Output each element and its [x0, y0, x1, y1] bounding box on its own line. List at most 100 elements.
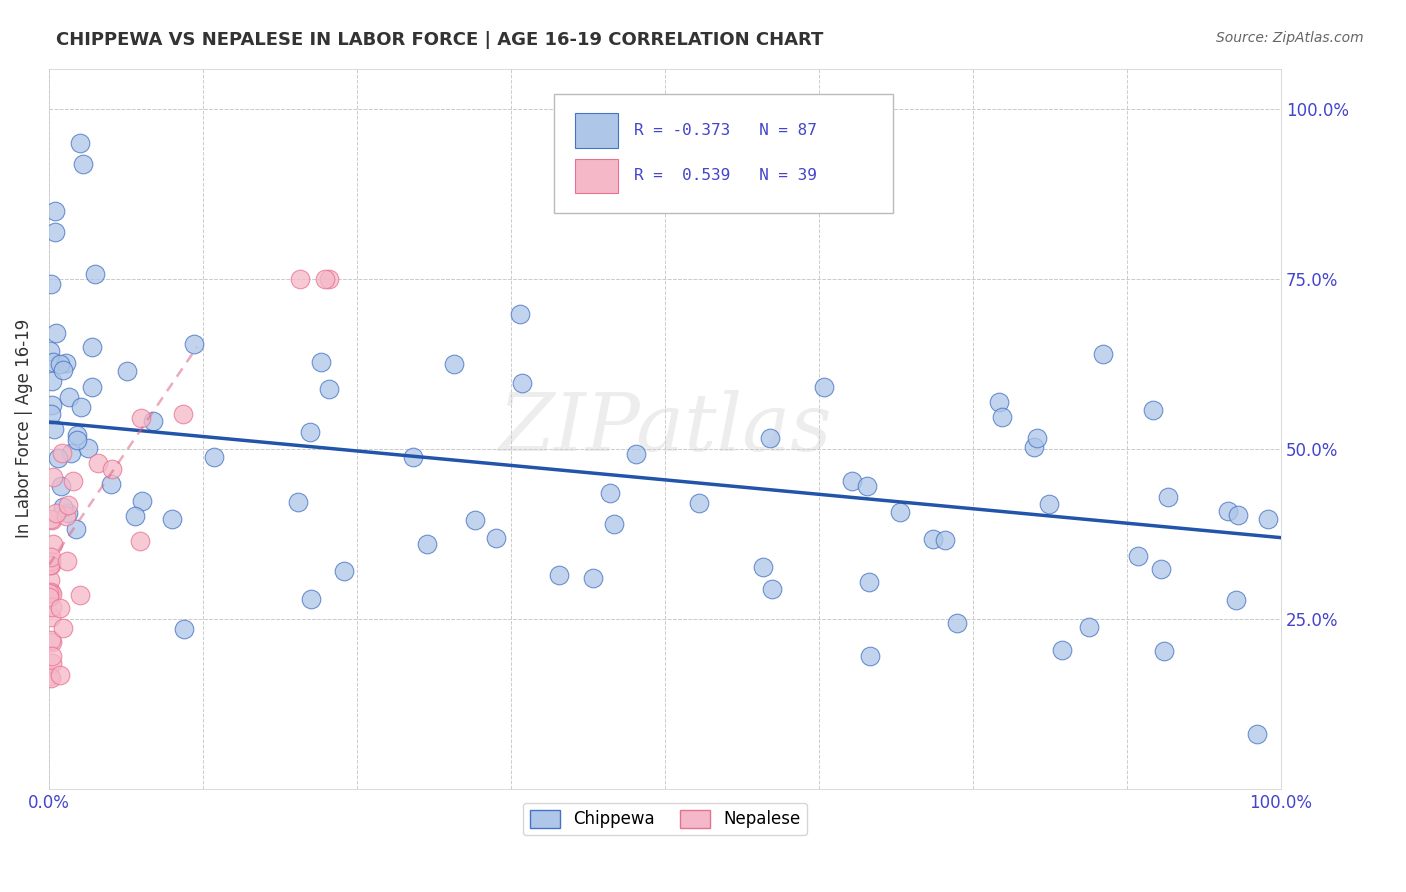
Point [100, 477, 122, 491]
Point [309, 355, 332, 369]
Point [624, 447, 647, 461]
Point [922, 532, 945, 546]
Point [62, 474, 84, 488]
Point [42, 470, 65, 484]
FancyBboxPatch shape [554, 94, 893, 212]
Bar [575, 113, 619, 148]
Point [1227, 508, 1250, 522]
Point [547, 568, 569, 582]
Point [59, 446, 82, 460]
Point [128, 533, 150, 548]
Point [52, 363, 75, 377]
Bar [575, 159, 619, 194]
Point [41, 512, 63, 526]
Point [56, 553, 79, 567]
Point [124, 509, 146, 524]
Point [332, 564, 354, 578]
Point [510, 376, 533, 390]
Point [38, 573, 60, 587]
Text: R = -0.373   N = 87: R = -0.373 N = 87 [634, 123, 817, 138]
Point [38, 558, 60, 573]
Point [41, 648, 63, 663]
Point [318, 382, 340, 396]
Point [841, 475, 863, 489]
Point [42, 422, 65, 436]
Point [38, 590, 60, 604]
Point [55, 508, 77, 523]
Point [41, 537, 63, 551]
Point [52, 621, 75, 635]
Point [83, 268, 105, 282]
Point [44, 225, 66, 239]
Point [1225, 593, 1247, 607]
Point [56, 498, 79, 512]
Point [1142, 403, 1164, 417]
Point [39, 610, 62, 624]
Point [1091, 347, 1114, 361]
Point [115, 364, 138, 378]
Point [1218, 503, 1240, 517]
Point [41, 398, 63, 412]
Point [991, 410, 1014, 425]
Point [38, 669, 60, 683]
Point [41, 585, 63, 599]
Point [65, 522, 87, 536]
Point [688, 496, 710, 510]
Point [41, 599, 63, 614]
Point [202, 450, 225, 464]
Point [1038, 497, 1060, 511]
Point [55, 356, 77, 370]
Point [69, 136, 91, 151]
Legend: Chippewa, Nepalese: Chippewa, Nepalese [523, 803, 807, 835]
Point [38, 586, 60, 600]
Point [39, 671, 62, 685]
Text: Source: ZipAtlas.com: Source: ZipAtlas.com [1216, 31, 1364, 45]
Point [859, 649, 882, 664]
Point [582, 571, 605, 585]
Point [945, 615, 967, 630]
Point [416, 536, 439, 550]
Point [463, 513, 485, 527]
Point [101, 462, 124, 476]
Point [39, 633, 62, 648]
Point [49, 601, 72, 615]
Point [131, 494, 153, 508]
Point [889, 505, 911, 519]
Point [39, 558, 62, 572]
Point [1257, 512, 1279, 526]
Point [41, 374, 63, 388]
Point [858, 575, 880, 590]
Point [45, 506, 67, 520]
Point [761, 582, 783, 596]
Point [402, 450, 425, 465]
Text: CHIPPEWA VS NEPALESE IN LABOR FORCE | AGE 16-19 CORRELATION CHART: CHIPPEWA VS NEPALESE IN LABOR FORCE | AG… [56, 31, 824, 49]
Point [39, 554, 62, 568]
Point [41, 635, 63, 649]
Point [299, 592, 322, 607]
Point [856, 479, 879, 493]
Point [509, 307, 531, 321]
Point [758, 431, 780, 445]
Point [49, 668, 72, 682]
Text: R =  0.539   N = 39: R = 0.539 N = 39 [634, 169, 817, 184]
Point [1026, 431, 1049, 445]
Point [813, 379, 835, 393]
Point [1150, 562, 1173, 576]
Point [934, 533, 956, 548]
Point [52, 500, 75, 514]
Text: ZIPatlas: ZIPatlas [498, 390, 832, 467]
Point [66, 433, 89, 447]
Point [42, 354, 65, 368]
Point [39, 549, 62, 564]
Point [1157, 490, 1180, 504]
Point [80, 340, 103, 354]
Point [45, 326, 67, 341]
Point [299, 425, 322, 440]
Point [288, 272, 311, 286]
Point [142, 414, 165, 428]
Point [173, 622, 195, 636]
Point [172, 408, 194, 422]
Point [314, 272, 336, 286]
Point [49, 479, 72, 493]
Point [70, 400, 93, 414]
